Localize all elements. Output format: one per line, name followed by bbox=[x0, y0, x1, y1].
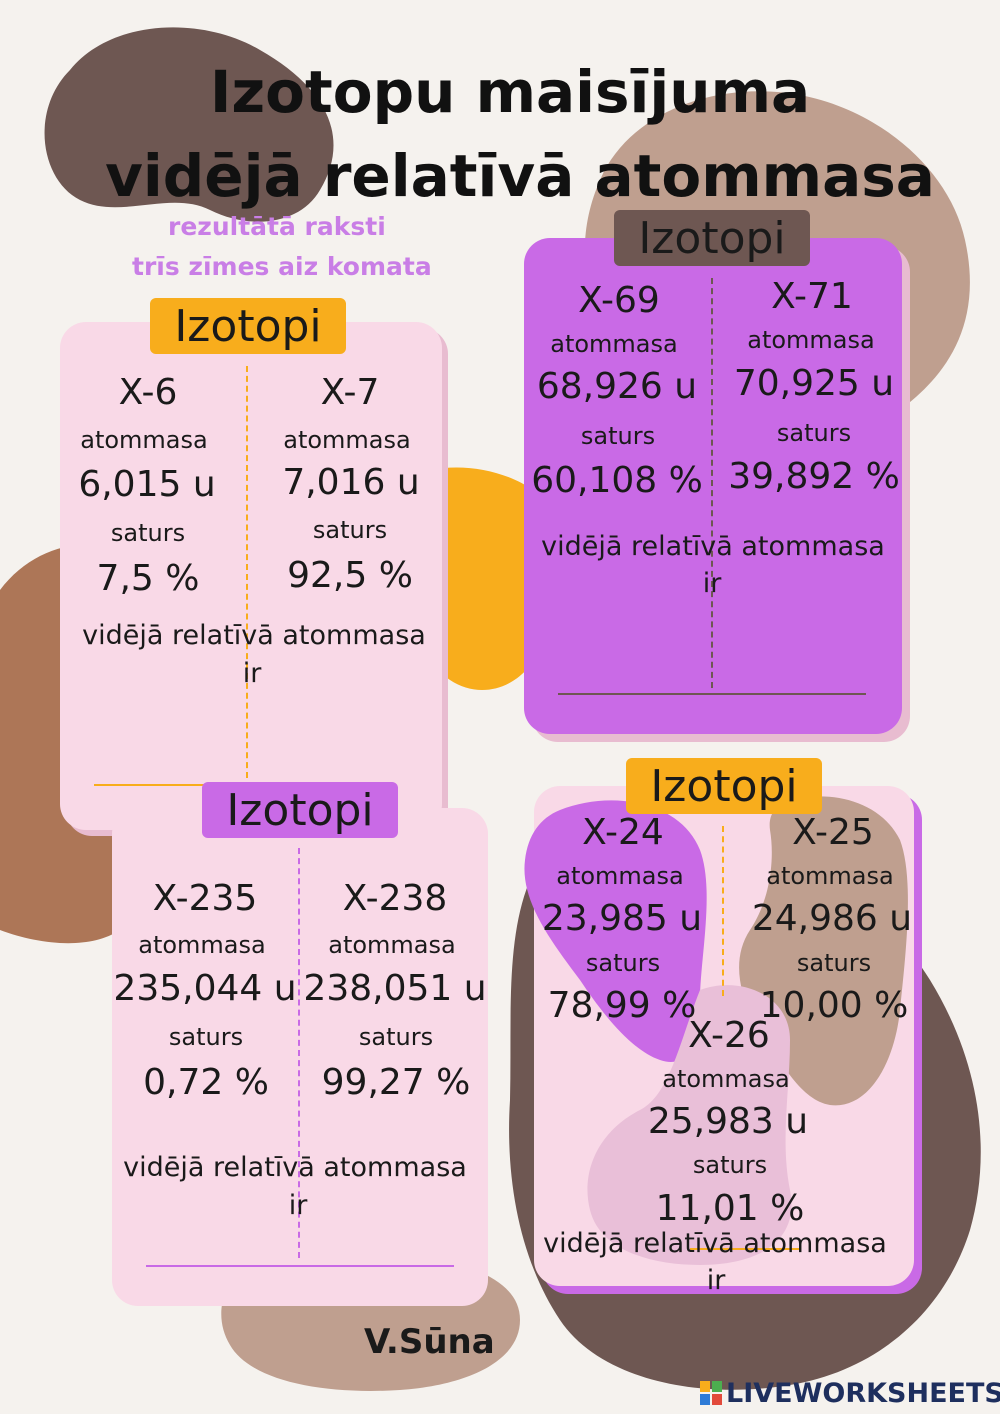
card-1-isotope-1-name: X-6 bbox=[118, 372, 178, 413]
card-3-isotope-2-content: 99,27 % bbox=[321, 1062, 471, 1103]
card-1-footer-line2: ir bbox=[242, 658, 262, 689]
card-2-isotope-2-mass: 70,925 u bbox=[733, 363, 895, 404]
card-4-footer-line2: ir bbox=[706, 1265, 726, 1296]
card-2-footer-line2: ir bbox=[702, 568, 722, 599]
card-1-isotope-2-content-label: saturs bbox=[312, 516, 388, 544]
card-2-footer-line1: vidējā relatīvā atommasa bbox=[541, 531, 885, 562]
card-4-isotope-3-name: X-26 bbox=[688, 1015, 770, 1056]
isotope-card-3 bbox=[112, 808, 488, 1306]
card-4-isotope-2-mass: 24,986 u bbox=[751, 898, 913, 939]
card-3-tab: Izotopi bbox=[202, 782, 398, 838]
isotope-card-2 bbox=[524, 238, 902, 734]
card-4-tab: Izotopi bbox=[626, 758, 822, 814]
card-3-isotope-1-content-label: saturs bbox=[168, 1023, 244, 1051]
card-1-tab: Izotopi bbox=[150, 298, 346, 354]
card-2-divider-vertical bbox=[711, 278, 713, 688]
card-1-isotope-1-content: 7,5 % bbox=[96, 558, 200, 599]
card-4-purple-blob bbox=[524, 800, 707, 1062]
card-2-isotope-1-mass: 68,926 u bbox=[536, 366, 698, 407]
card-1-isotope-2-name: X-7 bbox=[320, 372, 380, 413]
card-4-isotope-3-content-label: saturs bbox=[692, 1151, 768, 1179]
card-2-isotope-1-content: 60,108 % bbox=[531, 460, 703, 501]
card-4-isotope-2-name: X-25 bbox=[792, 812, 874, 853]
card-3-isotope-1-mass: 235,044 u bbox=[113, 968, 297, 1009]
card-4-isotope-1-name: X-24 bbox=[582, 812, 664, 853]
card-2-divider-horizontal bbox=[558, 693, 866, 695]
dark-brown-blob-top bbox=[44, 27, 334, 222]
card-2-isotope-2-mass-label: atommasa bbox=[747, 326, 875, 354]
card-3-isotope-2-mass: 238,051 u bbox=[303, 968, 487, 1009]
liveworksheets-brand[interactable]: LIVEWORKSHEETS bbox=[726, 1378, 1000, 1409]
card-1-isotope-1-mass-label: atommasa bbox=[80, 426, 208, 454]
card-3-divider-horizontal bbox=[146, 1265, 454, 1267]
card-3-isotope-2-name: X-238 bbox=[342, 878, 448, 919]
card-2-isotope-1-content-label: saturs bbox=[580, 422, 656, 450]
card-4-divider-horizontal bbox=[690, 1248, 800, 1250]
card-4-footer-line1: vidējā relatīvā atommasa bbox=[543, 1228, 887, 1259]
card-4-divider-vertical bbox=[722, 826, 724, 996]
card-1-divider-vertical bbox=[246, 366, 248, 778]
instruction-line2: trīs zīmes aiz komata bbox=[132, 252, 432, 281]
card-3-isotope-2-mass-label: atommasa bbox=[328, 931, 456, 959]
page-title-line1: Izotopu maisījuma bbox=[209, 58, 811, 126]
card-3-divider-vertical bbox=[298, 848, 300, 1258]
card-2-isotope-2-content: 39,892 % bbox=[728, 456, 900, 497]
card-3-isotope-2-content-label: saturs bbox=[358, 1023, 434, 1051]
card-4-isotope-2-content-label: saturs bbox=[796, 949, 872, 977]
card-2-isotope-1-name: X-69 bbox=[578, 280, 660, 321]
author-name: V.Sūna bbox=[364, 1322, 495, 1362]
card-1-isotope-2-mass: 7,016 u bbox=[282, 462, 420, 503]
card-4-pink-blob bbox=[587, 985, 792, 1265]
card-3-isotope-1-content: 0,72 % bbox=[143, 1062, 269, 1103]
card-4-isotope-3-mass-label: atommasa bbox=[662, 1065, 790, 1093]
card-4-isotope-1-mass-label: atommasa bbox=[556, 862, 684, 890]
card-4-isotope-1-content-label: saturs bbox=[585, 949, 661, 977]
isotope-card-1 bbox=[60, 322, 442, 830]
card-4-isotope-3-mass: 25,983 u bbox=[647, 1101, 809, 1142]
card-4-isotope-1-content: 78,99 % bbox=[547, 985, 697, 1026]
page-title-line2: vidējā relatīvā atommasa bbox=[105, 142, 935, 210]
card-2-isotope-2-name: X-71 bbox=[771, 276, 853, 317]
card-3-isotope-1-mass-label: atommasa bbox=[138, 931, 266, 959]
card-3-footer-line2: ir bbox=[288, 1190, 308, 1221]
card-2-tab: Izotopi bbox=[614, 210, 810, 266]
card-3-isotope-1-name: X-235 bbox=[152, 878, 258, 919]
card-4-isotope-3-content: 11,01 % bbox=[655, 1188, 805, 1229]
card-4-isotope-1-mass: 23,985 u bbox=[541, 898, 703, 939]
card-4-isotope-2-mass-label: atommasa bbox=[766, 862, 894, 890]
card-1-footer-line1: vidējā relatīvā atommasa bbox=[82, 620, 426, 651]
liveworksheets-logo-icon bbox=[700, 1381, 722, 1405]
card-2-isotope-1-mass-label: atommasa bbox=[550, 330, 678, 358]
card-1-isotope-2-content: 92,5 % bbox=[287, 555, 413, 596]
card-4-isotope-2-content: 10,00 % bbox=[759, 985, 909, 1026]
card-3-footer-line1: vidējā relatīvā atommasa bbox=[123, 1152, 467, 1183]
card-2-isotope-2-content-label: saturs bbox=[776, 419, 852, 447]
card-1-isotope-2-mass-label: atommasa bbox=[283, 426, 411, 454]
instruction-line1: rezultātā raksti bbox=[168, 212, 386, 241]
card-1-isotope-1-content-label: saturs bbox=[110, 519, 186, 547]
card-1-isotope-1-mass: 6,015 u bbox=[78, 464, 216, 505]
